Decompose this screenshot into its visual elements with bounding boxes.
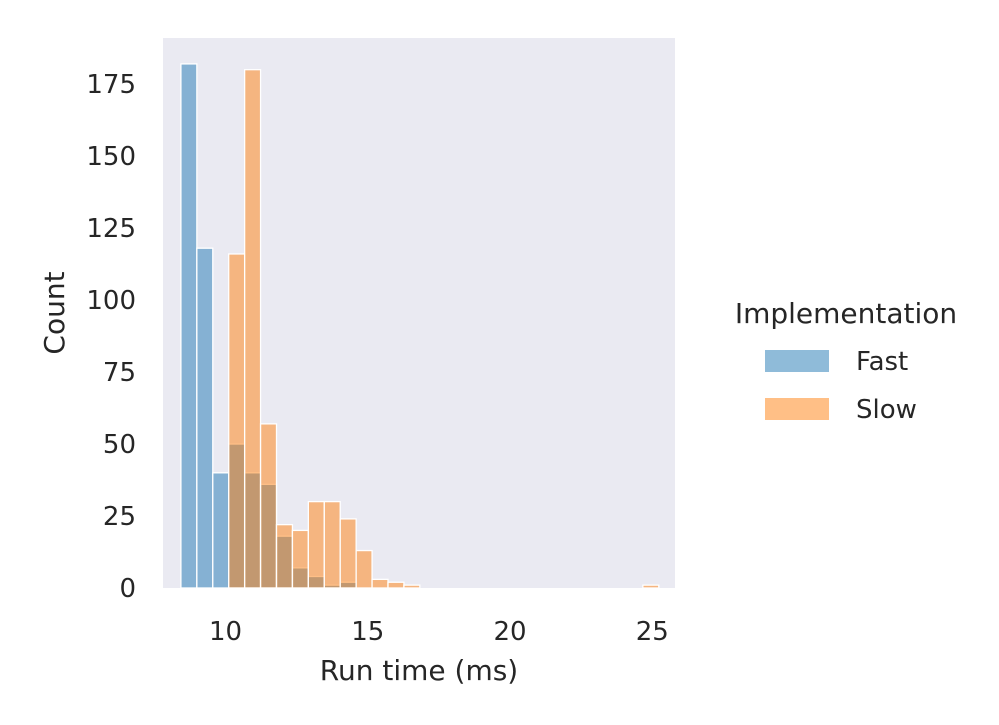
bar-slow-9 (323, 500, 341, 589)
bar-slow-12 (371, 578, 389, 589)
y-tick-label: 25 (103, 502, 136, 532)
legend-label-slow: Slow (856, 395, 917, 425)
y-tick-label: 175 (86, 70, 136, 100)
bar-slow-8 (307, 500, 325, 589)
x-tick-label: 10 (209, 617, 242, 647)
legend-swatch-slow (765, 398, 829, 420)
bar-slow-14 (403, 584, 421, 589)
bar-fast-1 (196, 247, 214, 589)
y-axis-label: Count (38, 271, 71, 354)
y-tick-label: 0 (119, 574, 136, 604)
bars-layer (180, 63, 660, 589)
legend-label-fast: Fast (856, 347, 908, 377)
bar-slow-3 (228, 253, 246, 589)
bar-slow-29 (642, 584, 660, 589)
legend: Implementation Fast Slow (735, 297, 957, 425)
legend-title: Implementation (735, 297, 957, 330)
bar-slow-6 (275, 523, 294, 589)
bar-slow-10 (339, 518, 357, 589)
bar-fast-0 (180, 63, 198, 589)
legend-swatch-fast (765, 350, 829, 372)
bar-slow-5 (259, 423, 278, 589)
x-axis-label: Run time (ms) (320, 654, 518, 687)
y-tick-label: 125 (86, 214, 136, 244)
bar-fast-2 (212, 472, 230, 589)
x-tick-label: 20 (493, 617, 526, 647)
bar-slow-13 (387, 581, 405, 589)
y-tick-label: 50 (103, 430, 136, 460)
y-tick-labels: 0 25 50 75 100 125 150 175 (86, 70, 136, 604)
x-tick-label: 15 (351, 617, 384, 647)
bar-slow-11 (355, 549, 373, 589)
y-tick-label: 150 (86, 142, 136, 172)
y-tick-label: 100 (86, 286, 136, 316)
bar-slow-4 (243, 69, 262, 589)
x-tick-labels: 10 15 20 25 (209, 617, 669, 647)
y-tick-label: 75 (103, 358, 136, 388)
bar-slow-7 (291, 529, 310, 589)
x-tick-label: 25 (636, 617, 669, 647)
